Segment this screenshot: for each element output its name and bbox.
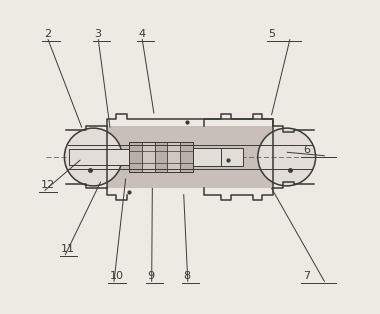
Bar <box>155 142 168 172</box>
Bar <box>107 126 273 188</box>
Circle shape <box>64 128 122 186</box>
Text: 4: 4 <box>138 29 145 39</box>
Bar <box>180 142 193 172</box>
Text: 2: 2 <box>44 29 51 39</box>
Bar <box>129 142 142 172</box>
Text: 6: 6 <box>303 145 310 155</box>
Text: 10: 10 <box>110 271 124 281</box>
Bar <box>69 149 129 165</box>
Circle shape <box>258 128 316 186</box>
Text: 7: 7 <box>303 271 310 281</box>
Text: 9: 9 <box>147 271 155 281</box>
Bar <box>193 148 243 166</box>
Bar <box>168 142 180 172</box>
Bar <box>129 142 193 172</box>
Text: 11: 11 <box>61 244 75 254</box>
Text: 8: 8 <box>184 271 191 281</box>
Bar <box>142 142 155 172</box>
Text: 12: 12 <box>41 180 55 190</box>
Text: 3: 3 <box>94 29 101 39</box>
Text: 5: 5 <box>269 29 276 39</box>
